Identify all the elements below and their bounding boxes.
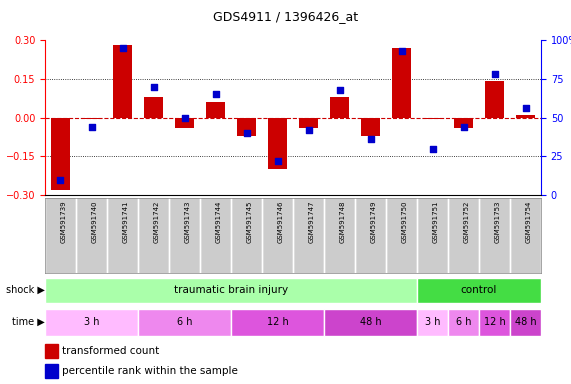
Point: [521, 105, 530, 111]
Text: GSM591749: GSM591749: [371, 200, 376, 243]
Bar: [268, 118, 287, 169]
Text: GSM591742: GSM591742: [154, 200, 159, 243]
Text: GSM591744: GSM591744: [215, 200, 222, 243]
Point: [87, 124, 96, 130]
Bar: [479, 309, 510, 336]
Text: 48 h: 48 h: [514, 317, 536, 327]
Point: [304, 127, 313, 133]
Bar: [237, 118, 256, 136]
Text: GSM591751: GSM591751: [432, 200, 439, 243]
Text: 48 h: 48 h: [360, 317, 381, 327]
Bar: [324, 309, 417, 336]
Bar: [51, 118, 70, 190]
Text: percentile rank within the sample: percentile rank within the sample: [62, 366, 238, 376]
Bar: [516, 115, 535, 118]
Text: 3 h: 3 h: [84, 317, 99, 327]
Bar: [330, 97, 349, 118]
Text: transformed count: transformed count: [62, 346, 159, 356]
Bar: [138, 309, 231, 336]
Point: [180, 114, 189, 121]
Text: 6 h: 6 h: [177, 317, 192, 327]
Bar: [144, 97, 163, 118]
Bar: [510, 309, 541, 336]
Text: GSM591750: GSM591750: [401, 200, 408, 243]
Text: GSM591741: GSM591741: [123, 200, 128, 243]
Text: GSM591739: GSM591739: [61, 200, 66, 243]
Text: GSM591747: GSM591747: [308, 200, 315, 243]
Text: shock ▶: shock ▶: [6, 285, 45, 295]
Point: [118, 45, 127, 51]
Text: 12 h: 12 h: [484, 317, 505, 327]
Bar: [392, 48, 411, 118]
Point: [459, 124, 468, 130]
Text: 12 h: 12 h: [267, 317, 288, 327]
Text: GSM591753: GSM591753: [494, 200, 501, 243]
Text: 6 h: 6 h: [456, 317, 471, 327]
Text: GSM591743: GSM591743: [184, 200, 191, 243]
Bar: [45, 309, 138, 336]
Point: [242, 130, 251, 136]
Bar: [417, 278, 541, 303]
Bar: [485, 81, 504, 118]
Text: GSM591754: GSM591754: [525, 200, 532, 243]
Text: GSM591752: GSM591752: [464, 200, 469, 243]
Point: [366, 136, 375, 142]
Bar: [82, 118, 101, 119]
Text: GSM591746: GSM591746: [278, 200, 283, 243]
Point: [56, 177, 65, 183]
Text: time ▶: time ▶: [11, 317, 45, 327]
Bar: [299, 118, 318, 128]
Text: GSM591748: GSM591748: [340, 200, 345, 243]
Bar: [423, 118, 442, 119]
Bar: [454, 118, 473, 128]
Text: control: control: [461, 285, 497, 295]
Text: GSM591745: GSM591745: [247, 200, 252, 243]
Bar: [45, 344, 58, 358]
Text: GSM591740: GSM591740: [91, 200, 98, 243]
Bar: [175, 118, 194, 128]
Point: [273, 158, 282, 164]
Bar: [417, 309, 448, 336]
Bar: [448, 309, 479, 336]
Bar: [113, 45, 132, 118]
Text: traumatic brain injury: traumatic brain injury: [174, 285, 288, 295]
Bar: [206, 102, 225, 118]
Point: [335, 87, 344, 93]
Point: [149, 84, 158, 90]
Point: [428, 146, 437, 152]
Point: [397, 48, 406, 54]
Point: [211, 91, 220, 98]
Bar: [361, 118, 380, 136]
Bar: [45, 364, 58, 378]
Point: [490, 71, 499, 77]
Bar: [45, 278, 417, 303]
Text: 3 h: 3 h: [425, 317, 440, 327]
Bar: [231, 309, 324, 336]
Text: GDS4911 / 1396426_at: GDS4911 / 1396426_at: [213, 10, 358, 23]
